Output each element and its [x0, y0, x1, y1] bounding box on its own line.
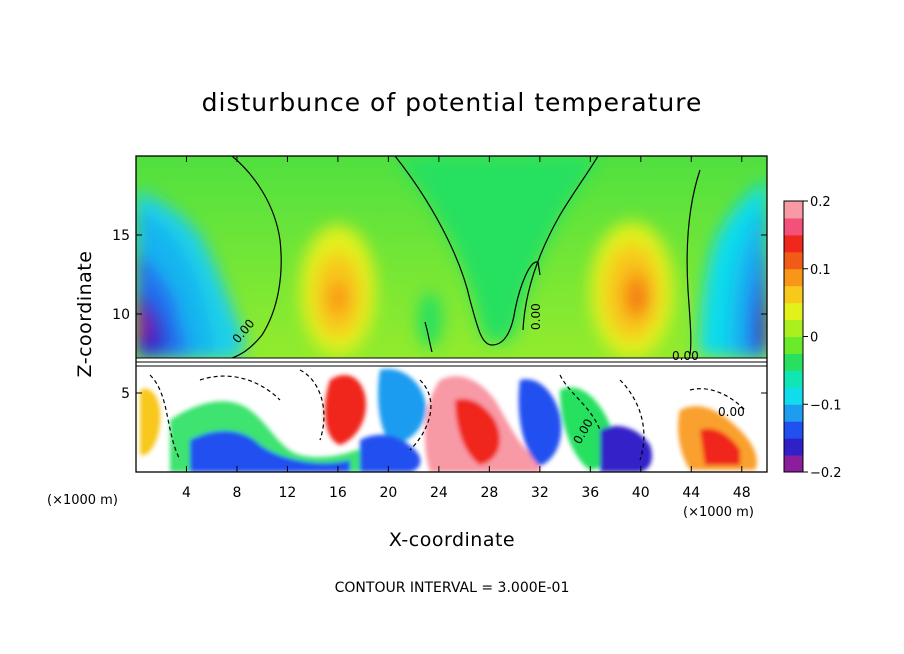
x-tick-label: 4: [182, 485, 191, 501]
x-tick-label: 28: [480, 485, 498, 501]
x-tick-label: 32: [531, 485, 549, 501]
x-tick-label: 20: [379, 485, 397, 501]
colorbar-swatch: [784, 387, 803, 405]
colorbar-swatch: [784, 319, 803, 337]
x-tick-label: 40: [632, 485, 650, 501]
y-tick-label: 10: [112, 307, 130, 323]
colorbar-swatch: [784, 438, 803, 456]
x-axis-label: X-coordinate: [389, 529, 515, 551]
plot-area: 0.00 0.00 0.00 0.00 0.00: [136, 156, 767, 472]
x-tick-label: 44: [682, 485, 700, 501]
colorbar-swatch: [784, 251, 803, 270]
contour-interval-note: CONTOUR INTERVAL = 3.000E-01: [335, 580, 570, 596]
colorbar-tick-label: 0.2: [810, 195, 831, 210]
x-tick-label: 36: [581, 485, 599, 501]
y-tick-label: 15: [112, 228, 130, 244]
y-axis-ticks: 5 10 15: [112, 228, 767, 402]
contour-lines: [136, 156, 767, 461]
x-tick-label: 12: [279, 485, 297, 501]
colorbar-ticks: 0.2 0.1 0 −0.1 −0.2: [803, 195, 842, 481]
x-unit-left: (×1000 m): [47, 493, 118, 508]
colorbar-swatch: [784, 353, 803, 371]
x-tick-label: 24: [430, 485, 448, 501]
colorbar-swatch: [784, 421, 803, 439]
colorbar: [784, 201, 803, 473]
contour-label: 0.00: [529, 303, 543, 330]
colorbar-swatch: [784, 404, 803, 422]
colorbar-swatch: [784, 285, 803, 304]
colorbar-swatch: [784, 336, 803, 354]
colorbar-tick-label: 0: [810, 331, 818, 346]
x-unit-right: (×1000 m): [683, 505, 754, 520]
colorbar-swatch: [784, 455, 803, 473]
colorbar-swatch: [784, 268, 803, 287]
y-axis-label: Z-coordinate: [74, 251, 96, 378]
contour-label: 0.00: [718, 405, 745, 419]
x-axis-ticks: 4 8 12 16 20 24 28 32 36 40 44 48: [182, 156, 751, 501]
colorbar-swatch: [784, 201, 803, 219]
lower-field: [136, 358, 767, 472]
colorbar-tick-label: 0.1: [810, 263, 831, 278]
contour-label: 0.00: [672, 349, 699, 363]
colorbar-tick-label: −0.1: [810, 398, 842, 413]
colorbar-swatch: [784, 370, 803, 388]
upper-field: [136, 156, 767, 360]
x-tick-label: 48: [733, 485, 751, 501]
colorbar-swatch: [784, 302, 803, 321]
colorbar-tick-label: −0.2: [810, 466, 842, 481]
colorbar-swatch: [784, 217, 803, 236]
x-tick-label: 16: [329, 485, 347, 501]
colorbar-swatch: [784, 234, 803, 253]
y-tick-label: 5: [121, 386, 130, 402]
chart-title: disturbunce of potential temperature: [202, 88, 703, 117]
x-tick-label: 8: [232, 485, 241, 501]
